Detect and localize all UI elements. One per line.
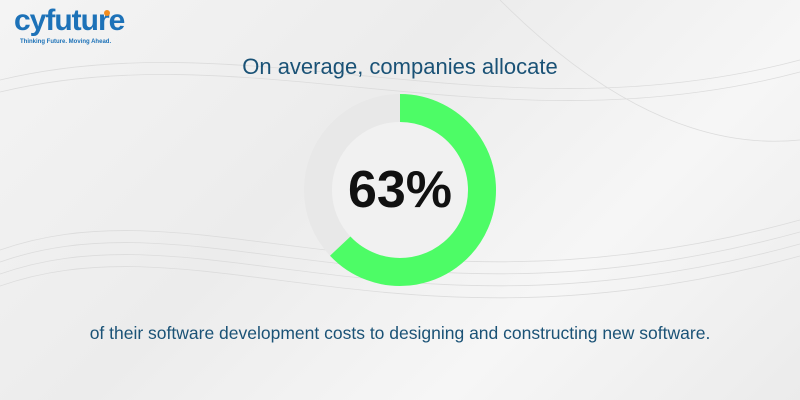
headline: On average, companies allocate: [242, 54, 558, 79]
percentage-value: 63%: [347, 161, 453, 219]
footline: of their software development costs to d…: [89, 323, 711, 343]
logo-tagline: Thinking Future. Moving Ahead.: [20, 39, 112, 45]
logo-dot-icon: [104, 10, 110, 16]
donut-fill-arc: [330, 94, 496, 286]
donut-chart: [304, 94, 496, 286]
donut-inner: [332, 122, 468, 258]
cyfuture-logo: cyfuture Thinking Future. Moving Ahead.: [14, 6, 125, 48]
